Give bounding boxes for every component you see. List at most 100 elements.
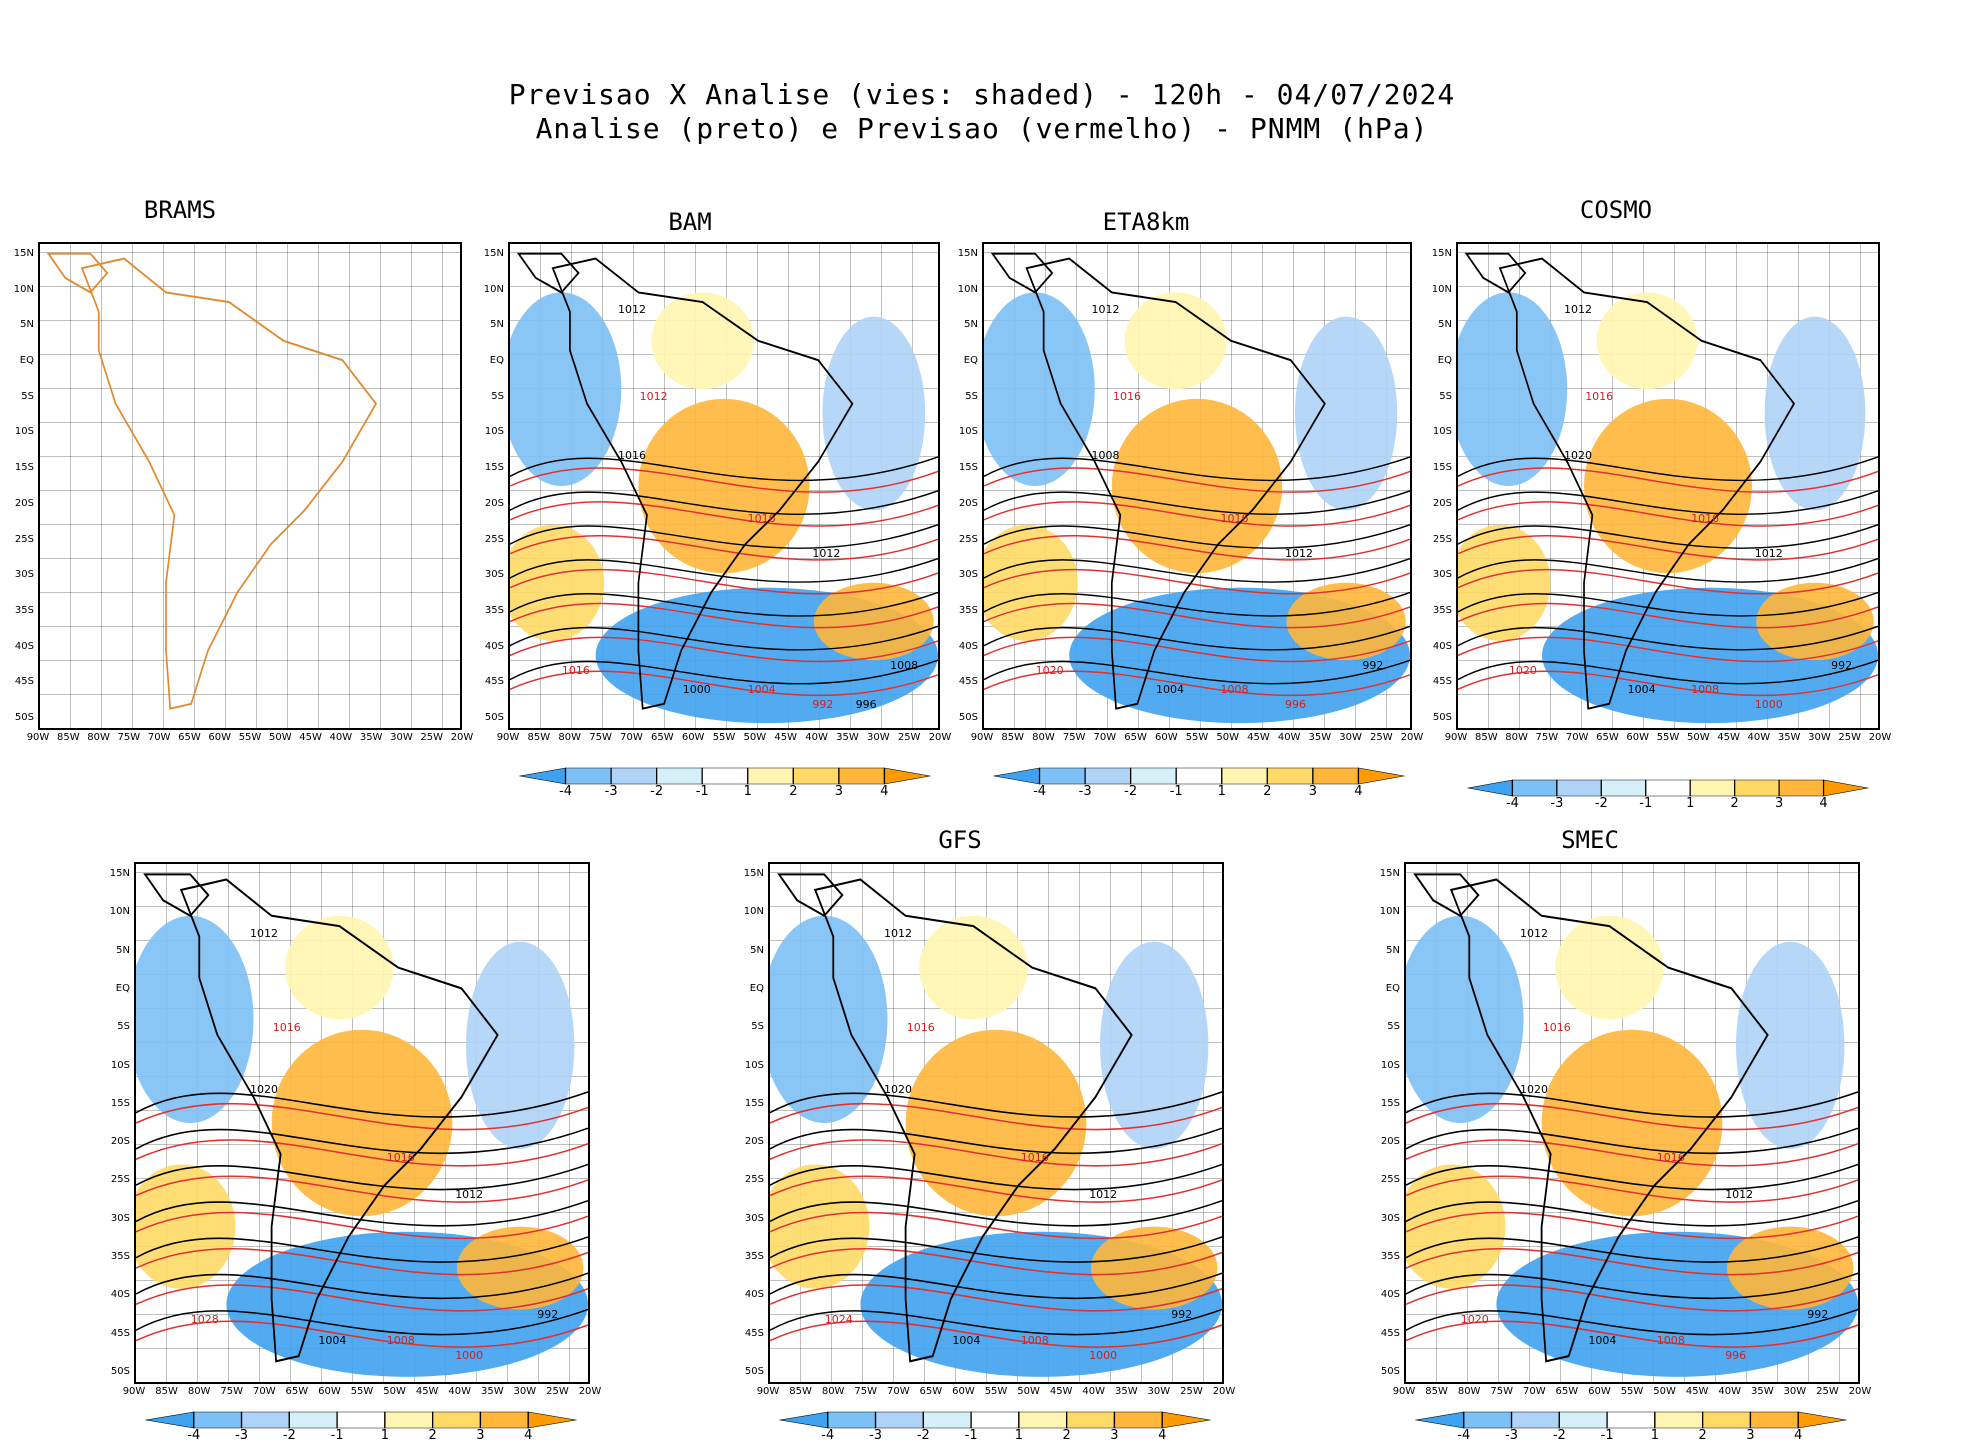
latitude-label: 50S [484,712,504,723]
colorbar-segment [656,767,703,785]
analysis-isobar [984,524,1410,549]
colorbar-label: -1 [1639,796,1653,811]
analysis-isobar [1406,1127,1858,1155]
isobar-label: 1012 [884,926,912,940]
colorbar-label: -2 [1594,796,1608,811]
bias-shade-area [1124,292,1227,390]
colorbar-segment [1084,767,1132,785]
bias-shade-area [285,915,394,1020]
colorbar-segment [1463,1411,1513,1429]
analysis-isobar [984,456,1410,482]
forecast-isobar [1458,568,1878,595]
isobar-label: 996 [855,697,877,711]
bias-shade-area [905,1029,1087,1217]
analysis-isobar [510,659,938,685]
analysis-isobar [984,557,1410,583]
latitude-label: 10S [110,1059,130,1071]
longitude-label: 20W [450,732,474,743]
longitude-label: 45W [415,1386,439,1397]
isobar-label: 1016 [906,1020,935,1034]
colorbar-segment [1778,779,1825,797]
latitude-label: 5N [750,944,764,956]
forecast-isobar [1458,501,1878,527]
bias-shade-area [465,941,575,1149]
central-america-outline [777,873,844,918]
latitude-label: 5S [751,1021,764,1033]
longitude-label: 85W [56,732,80,743]
longitude-label: 55W [238,732,262,743]
latitude-label: 10S [1380,1059,1400,1071]
longitude-label: 90W [122,1386,146,1397]
longitude-label: 45W [1717,732,1740,743]
colorbar-segment [1312,767,1360,785]
forecast-isobar [136,1103,588,1131]
isobar-label: 1020 [1564,448,1592,462]
longitude-label: 50W [1686,732,1710,743]
longitude-label: 20W [1848,1386,1872,1397]
forecast-isobar [136,1320,588,1348]
isobar-label: 1012 [1089,1187,1118,1201]
latitude-label: 45S [1432,676,1452,688]
latitude-label: 50S [744,1366,764,1377]
colorbar-label: 4 [880,784,889,799]
bias-shade-area [1406,915,1524,1123]
bias-shade-area [271,1029,453,1217]
isobar-label: 1004 [318,1333,347,1347]
colorbar-label: -3 [604,784,618,799]
longitude-label: 80W [558,732,582,743]
isobar-label: 1016 [386,1151,415,1165]
latitude-label: 10S [958,426,978,438]
longitude-label: 50W [1216,732,1240,743]
isobar-label: 1016 [272,1020,301,1034]
colorbar-segment [336,1411,386,1429]
forecast-isobar [984,636,1410,663]
isobar-label: 1020 [1460,1312,1489,1326]
isobar-label: 1028 [190,1312,219,1326]
central-america-outline [990,252,1054,294]
colorbar-segment [970,1411,1020,1429]
forecast-isobar [770,1248,1222,1276]
analysis-isobar [1406,1091,1858,1118]
latitude-label: 35S [14,604,34,616]
isobar-label: 1012 [812,546,841,560]
colorbar-label: 2 [1730,796,1739,811]
forecast-isobar [984,501,1410,527]
colorbar-segment [1702,1411,1752,1429]
analysis-isobar [1458,490,1878,516]
isobar-label: 1012 [1285,546,1313,560]
longitude-label: 55W [1656,732,1680,743]
analysis-isobar [1458,557,1878,583]
latitude-label: 5N [1386,944,1400,956]
latitude-label: 5N [964,319,978,331]
latitude-label: 50S [1432,712,1452,723]
latitude-label: 5N [20,319,34,331]
longitude-label: 70W [886,1386,910,1397]
longitude-label: 90W [1444,732,1468,743]
longitude-label: 60W [1154,732,1178,743]
latitude-label: 40S [1380,1289,1400,1301]
isobar-label: 1000 [1089,1349,1118,1363]
latitude-label: 35S [744,1251,764,1263]
longitude-label: 70W [1565,732,1589,743]
bias-shade-area [1294,316,1398,511]
colorbar-segment [1822,779,1870,797]
longitude-label: 80W [821,1386,845,1397]
bias-shade-area [1735,941,1845,1149]
colorbar [144,1411,578,1429]
longitude-label: 75W [589,732,612,743]
forecast-isobar [1458,535,1878,561]
central-america-outline [143,873,210,918]
colorbar [992,767,1406,785]
colorbar-label: 2 [1263,784,1272,799]
bias-shade-area [1596,292,1698,390]
isobar-label: 992 [1362,658,1384,672]
colorbar-segment [1645,779,1691,797]
longitude-label: 20W [1868,732,1892,743]
panel-title: SMEC [1561,826,1619,854]
bias-shade-area [1584,398,1752,574]
forecast-isobar [984,568,1410,595]
latitude-label: 20S [484,497,504,509]
latitude-label: 15N [1379,868,1400,879]
analysis-isobar [984,591,1410,617]
longitude-label: 75W [1535,732,1559,743]
